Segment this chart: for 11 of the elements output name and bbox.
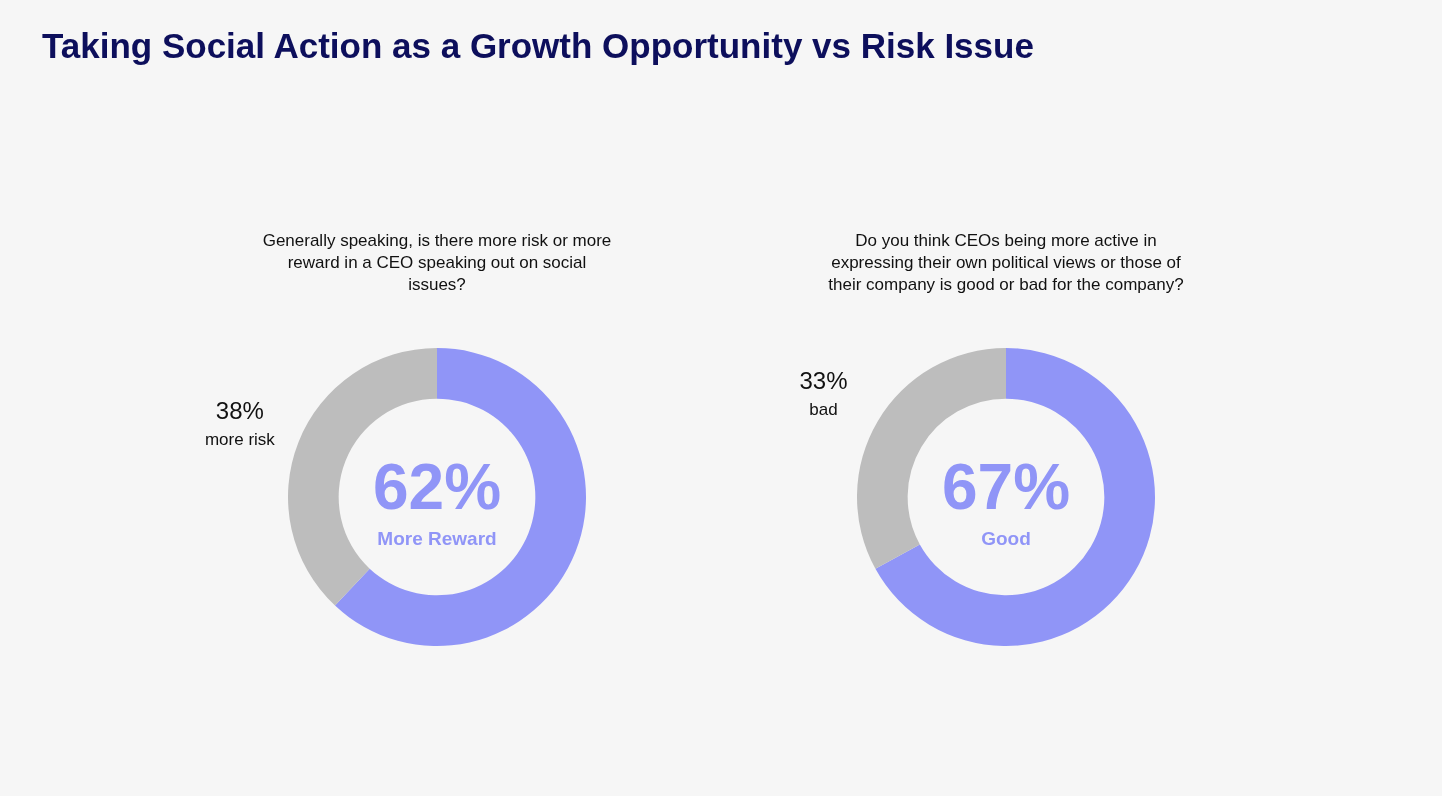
slice-label: Good bbox=[981, 528, 1031, 549]
data-label: 33% bbox=[799, 367, 848, 395]
slice-label: more risk bbox=[204, 429, 276, 449]
chart-subtitle: Generally speaking, is there more risk or more reward in a CEO speaking out on social issues? bbox=[261, 230, 613, 296]
slice-label: bad bbox=[809, 400, 838, 420]
data-label: 67% bbox=[941, 451, 1071, 523]
chart-title: Taking Social Action as a Growth Opportunity vs Risk Issue bbox=[42, 26, 1034, 66]
data-label: 38% bbox=[215, 396, 264, 424]
slice-label: More Reward bbox=[377, 528, 497, 549]
data-label: 62% bbox=[372, 451, 502, 523]
chart-subtitle: Do you think CEOs being more active in expressing their own political views or those of their company is good or bad for the company? bbox=[827, 230, 1185, 296]
